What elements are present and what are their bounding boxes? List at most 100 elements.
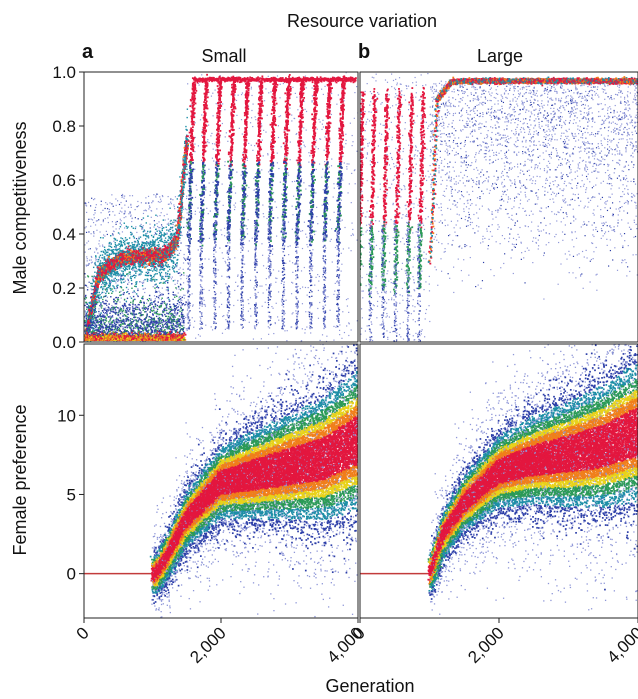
background-point xyxy=(179,289,180,290)
background-point xyxy=(213,160,214,161)
series-1-point xyxy=(147,254,149,256)
background-point xyxy=(252,150,253,151)
background-point xyxy=(118,279,119,280)
series-1-point xyxy=(171,227,172,228)
background-point xyxy=(263,130,264,131)
series-1-point xyxy=(109,285,110,286)
series-1-point xyxy=(100,263,101,264)
background-point xyxy=(331,158,332,159)
background-point xyxy=(170,202,171,203)
series-1-point xyxy=(154,242,155,243)
series-1-point xyxy=(169,269,170,270)
series-1-point xyxy=(100,312,101,313)
series-1-point xyxy=(110,243,111,244)
background-point xyxy=(292,87,293,88)
series-1-point xyxy=(134,275,135,276)
background-point xyxy=(105,308,106,309)
background-point xyxy=(86,242,87,243)
background-point xyxy=(85,310,86,311)
background-point xyxy=(310,332,311,333)
background-point xyxy=(213,149,214,150)
series-1-point xyxy=(101,257,102,258)
series-1-point xyxy=(102,282,103,283)
background-point xyxy=(265,302,266,303)
background-point xyxy=(85,252,86,253)
background-point xyxy=(112,233,113,234)
background-point xyxy=(292,214,293,215)
series-1-point xyxy=(110,283,111,284)
series-1-point xyxy=(125,240,126,241)
background-point xyxy=(350,123,351,124)
background-point xyxy=(154,308,155,309)
background-point xyxy=(193,304,194,305)
series-1-point xyxy=(113,249,114,250)
background-point xyxy=(123,198,124,199)
background-point xyxy=(306,326,307,327)
background-point xyxy=(141,219,142,220)
series-1-point xyxy=(133,228,134,229)
background-point xyxy=(183,275,184,276)
background-point xyxy=(352,141,353,142)
series-1-point xyxy=(115,242,116,243)
series-1-point xyxy=(139,225,140,226)
background-point xyxy=(218,269,219,270)
background-point xyxy=(201,114,202,115)
background-point xyxy=(305,188,306,189)
background-point xyxy=(159,215,160,216)
series-1-point xyxy=(159,237,160,238)
background-point xyxy=(277,75,278,76)
background-point xyxy=(176,314,177,315)
background-point xyxy=(162,226,163,227)
background-point xyxy=(292,313,293,314)
background-point xyxy=(209,182,210,183)
background-point xyxy=(158,221,159,222)
background-point xyxy=(278,137,279,138)
background-point xyxy=(102,246,103,247)
background-point xyxy=(124,212,125,213)
background-point xyxy=(185,260,186,261)
series-1-point xyxy=(163,242,164,243)
background-point xyxy=(107,297,108,298)
background-point xyxy=(252,103,253,104)
background-point xyxy=(284,313,285,314)
series-1-point xyxy=(160,269,161,270)
background-point xyxy=(279,116,280,117)
background-point xyxy=(101,284,102,285)
background-point xyxy=(156,223,157,224)
background-point xyxy=(327,296,328,297)
background-point xyxy=(266,268,267,269)
background-point xyxy=(150,319,151,320)
background-point xyxy=(184,295,185,296)
series-1-point xyxy=(96,311,97,312)
background-point xyxy=(222,123,223,124)
background-point xyxy=(120,219,121,220)
series-1-point xyxy=(169,266,170,267)
background-point xyxy=(105,202,106,203)
background-point xyxy=(234,209,235,210)
series-1-point xyxy=(108,275,109,276)
background-point xyxy=(292,262,293,263)
background-point xyxy=(312,87,313,88)
series-1-point xyxy=(130,245,131,246)
series-1-point xyxy=(124,244,125,245)
background-point xyxy=(145,197,146,198)
background-point xyxy=(88,219,89,220)
background-point xyxy=(341,253,342,254)
series-1-point xyxy=(106,268,108,270)
background-point xyxy=(155,290,156,291)
background-point xyxy=(199,84,200,85)
background-point xyxy=(279,97,280,98)
series-1-point xyxy=(131,226,132,227)
background-point xyxy=(148,202,149,203)
background-point xyxy=(119,322,120,323)
background-point xyxy=(220,292,221,293)
background-point xyxy=(120,307,121,308)
series-1-point xyxy=(100,237,101,238)
series-1-point xyxy=(153,276,154,277)
background-point xyxy=(248,219,249,220)
background-point xyxy=(201,135,202,136)
background-point xyxy=(277,153,278,154)
background-point xyxy=(294,263,295,264)
background-point xyxy=(111,194,112,195)
background-point xyxy=(304,332,305,333)
